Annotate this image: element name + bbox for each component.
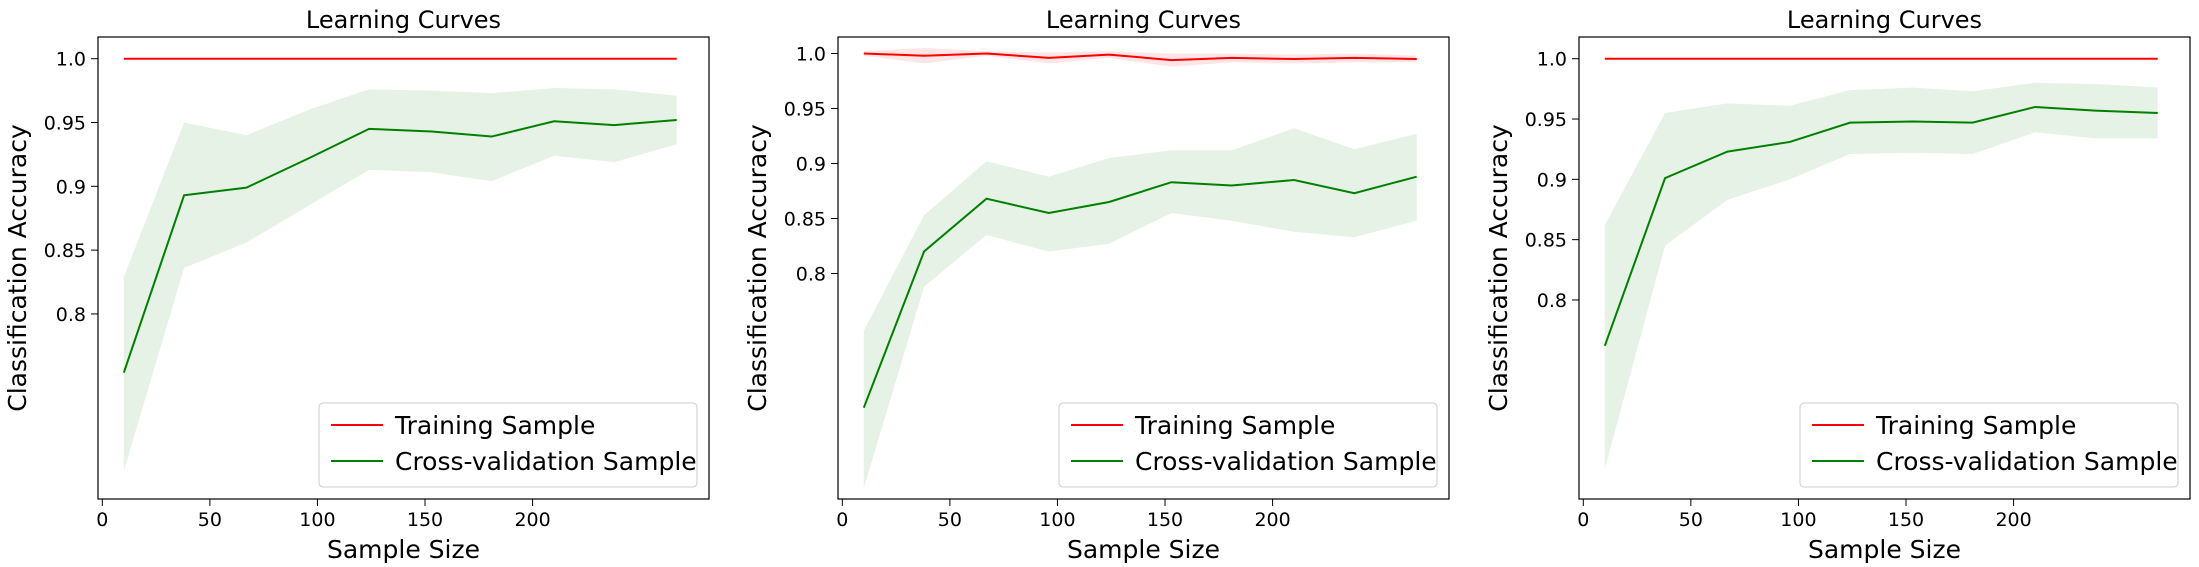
training-legend-label: Training Sample: [1134, 411, 1335, 440]
chart-title: Learning Curves: [1787, 6, 1982, 34]
y-tick-label: 1.0: [1537, 49, 1567, 71]
legend-box: [318, 402, 698, 488]
y-axis-label: Classification Accuracy: [743, 124, 772, 412]
x-tick-label: 150: [1888, 509, 1924, 531]
x-tick-label: 200: [1995, 509, 2031, 531]
y-tick-label: 0.8: [796, 264, 826, 286]
chart-panel-3: 0 50 100 150 200 0.8 0.85 0.9 0.95 1.0 Learning Cu…: [1484, 6, 2191, 564]
x-tick-label: 0: [1577, 509, 1589, 531]
y-tick-label: 0.95: [44, 113, 86, 135]
x-tick-label: 200: [514, 509, 550, 531]
chart-title: Learning Curves: [1046, 6, 1241, 34]
cv-series-line: [122, 118, 677, 373]
y-tick-label: 0.9: [1537, 169, 1567, 191]
x-tick-label: 50: [1679, 509, 1703, 531]
y-tick-label: 0.9: [796, 154, 826, 176]
x-tick-label: 200: [1254, 509, 1290, 531]
x-tick-label: 150: [407, 509, 443, 531]
axes-frame: [837, 36, 1450, 500]
cv-legend-label: Cross-validation Sample: [395, 447, 697, 476]
plot-area: [122, 57, 677, 471]
y-tick-label: 0.85: [784, 209, 826, 231]
x-axis-label: Sample Size: [1067, 535, 1220, 564]
cv-confidence-band: [123, 88, 677, 471]
axes-frame: [1578, 36, 2191, 500]
y-axis-label: Classification Accuracy: [3, 124, 32, 412]
x-axis-label: Sample Size: [1808, 535, 1961, 564]
legend: Training Sample Cross-validation Sample: [318, 402, 698, 488]
cv-series-line: [1603, 105, 2158, 347]
axes-frame: [97, 36, 710, 500]
plot-area: [1603, 57, 2158, 469]
y-axis-label: Classification Accuracy: [1484, 124, 1513, 412]
x-tick-label: 50: [198, 509, 222, 531]
y-tick-label: 0.8: [1537, 290, 1567, 312]
y-tick-label: 0.95: [784, 99, 826, 121]
chart-title: Learning Curves: [306, 6, 501, 34]
y-tick-label: 0.95: [1525, 109, 1567, 131]
y-tick-label: 1.0: [796, 44, 826, 66]
x-tick-label: 100: [1039, 509, 1075, 531]
chart-panel-1: 0 50 100 150 200 0.8 0.85 0.9 0.95 1.0 Learning Cu…: [3, 6, 710, 564]
legend-box: [1058, 402, 1438, 488]
cv-series-line: [862, 175, 1417, 409]
cv-confidence-band: [863, 128, 1417, 489]
legend: Training Sample Cross-validation Sample: [1058, 402, 1438, 488]
y-tick-label: 0.9: [56, 176, 86, 198]
y-tick-label: 0.85: [44, 240, 86, 262]
cv-confidence-band: [1604, 82, 2158, 469]
y-tick-label: 0.8: [56, 304, 86, 326]
x-tick-label: 100: [1780, 509, 1816, 531]
x-tick-label: 50: [938, 509, 962, 531]
training-series-line: [863, 52, 1417, 62]
training-legend-label: Training Sample: [394, 411, 595, 440]
x-tick-label: 0: [836, 509, 848, 531]
cv-legend-label: Cross-validation Sample: [1135, 447, 1437, 476]
plot-area: [862, 48, 1417, 489]
training-legend-label: Training Sample: [1875, 411, 2076, 440]
cv-legend-label: Cross-validation Sample: [1876, 447, 2178, 476]
legend: Training Sample Cross-validation Sample: [1799, 402, 2179, 488]
y-tick-label: 0.85: [1525, 230, 1567, 252]
legend-box: [1799, 402, 2179, 488]
x-tick-label: 100: [299, 509, 335, 531]
x-tick-label: 150: [1147, 509, 1183, 531]
x-axis-label: Sample Size: [327, 535, 480, 564]
y-tick-label: 1.0: [56, 49, 86, 71]
chart-panel-2: 0 50 100 150 200 0.8 0.85 0.9 0.95 1.0 Learning Cu…: [743, 6, 1450, 564]
x-tick-label: 0: [96, 509, 108, 531]
